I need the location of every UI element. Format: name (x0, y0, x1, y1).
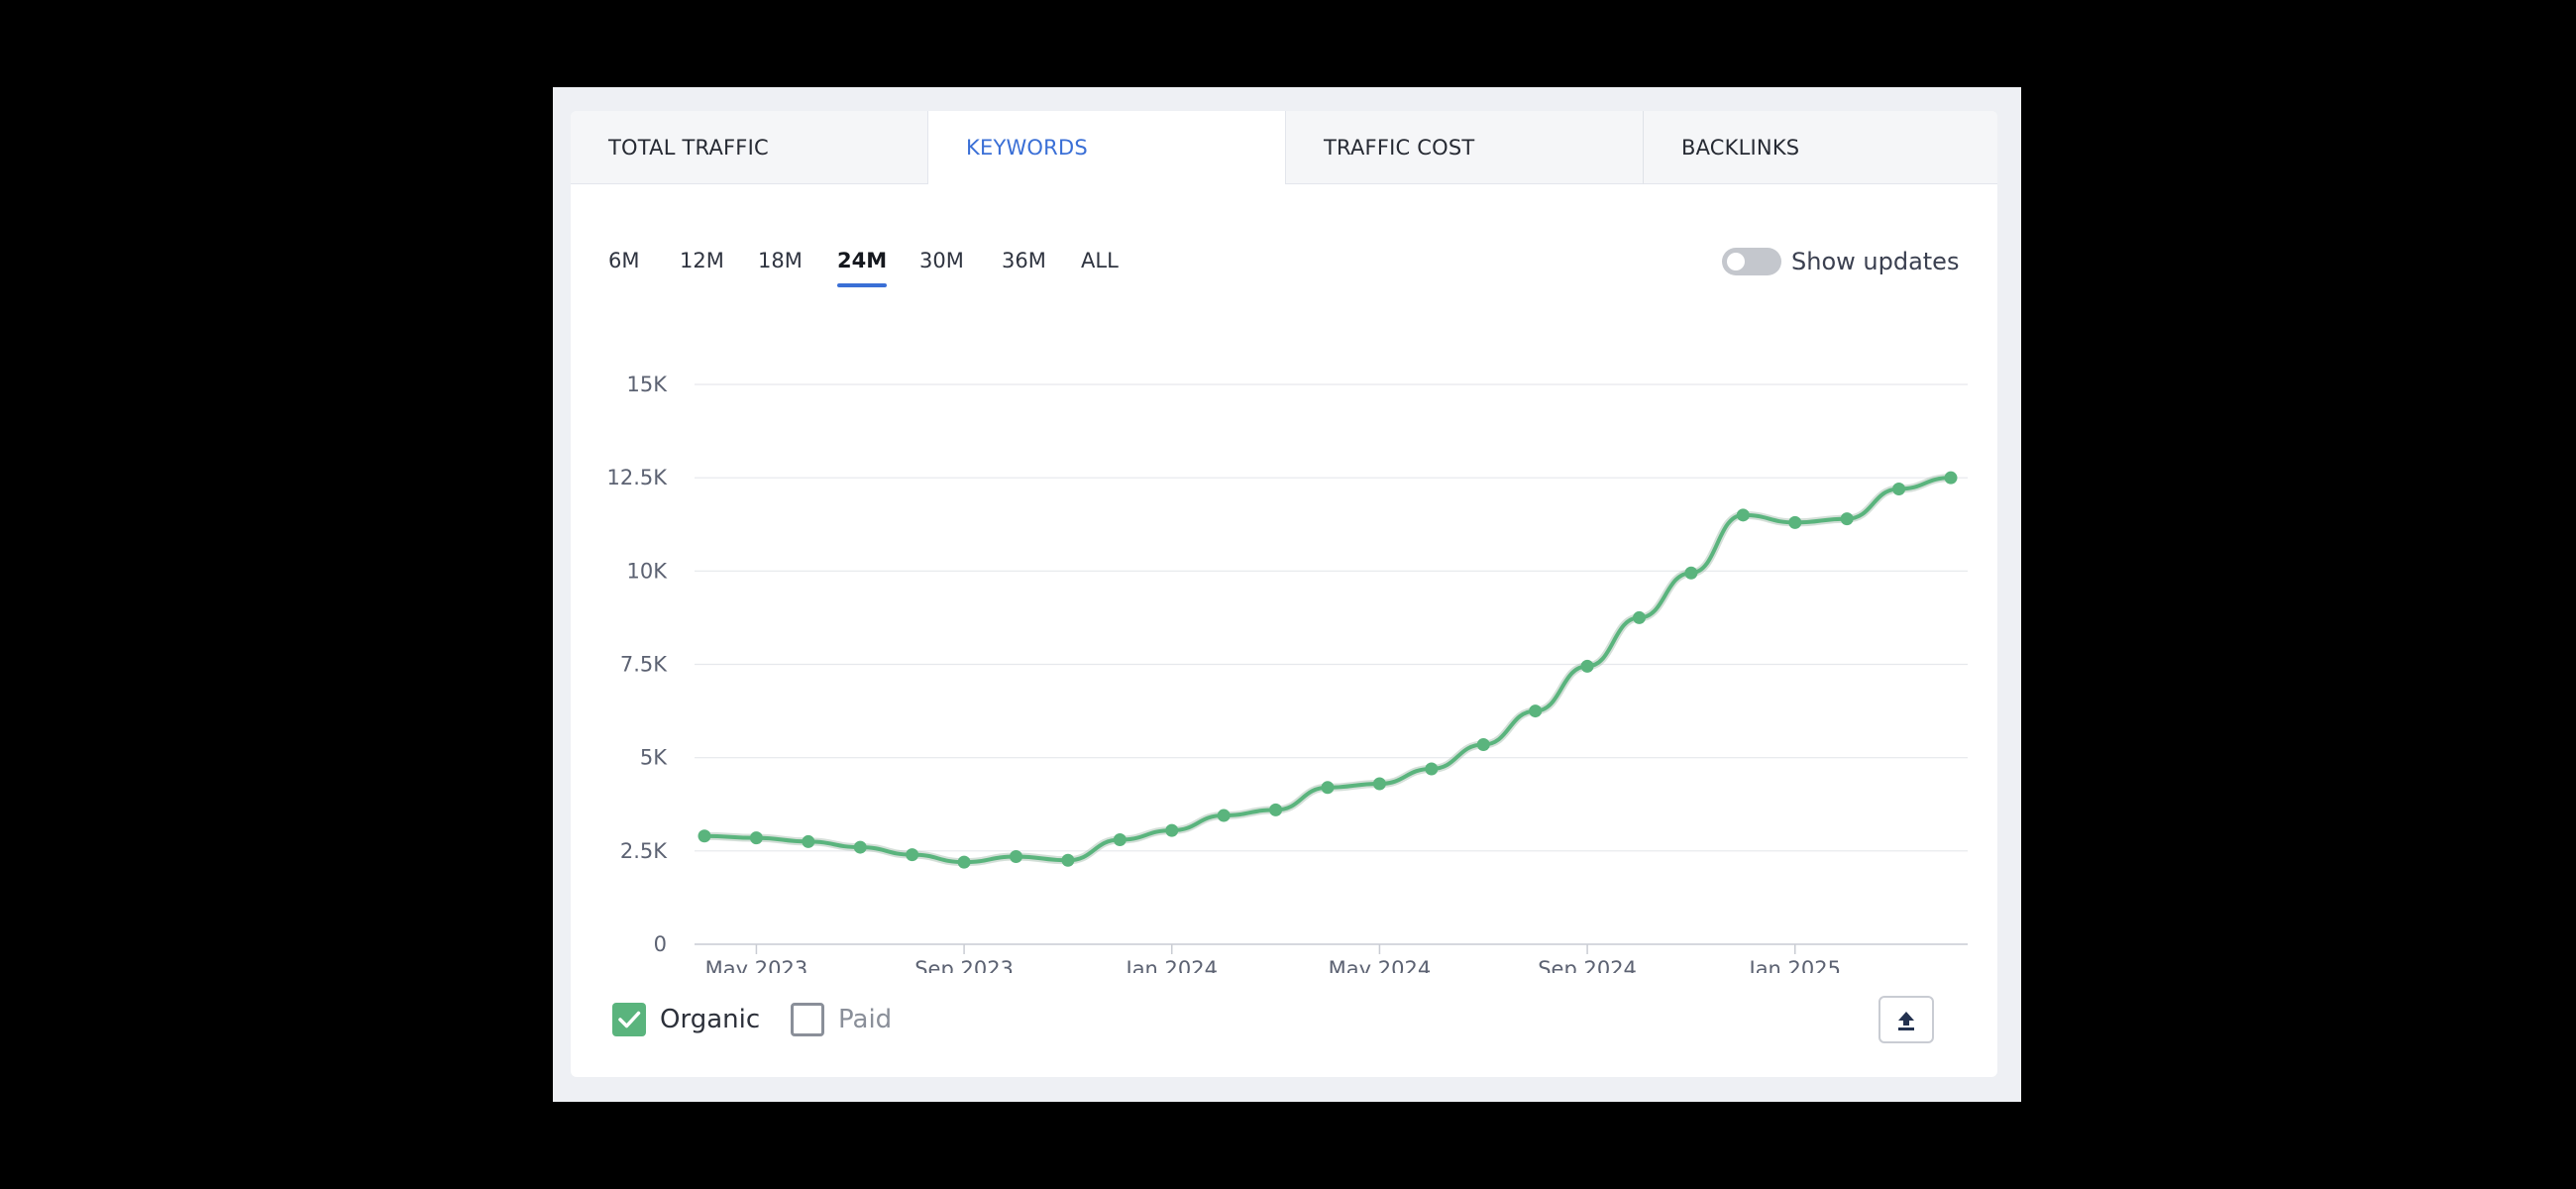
y-tick-label: 12.5K (606, 466, 668, 489)
data-point (1840, 512, 1854, 526)
y-tick-label: 0 (654, 932, 667, 956)
tab-traffic-cost[interactable]: TRAFFIC COST (1286, 111, 1643, 184)
tab-backlinks[interactable]: BACKLINKS (1643, 111, 1997, 184)
x-tick-label: Jan 2024 (1125, 957, 1219, 973)
data-point (1944, 471, 1958, 485)
export-upload-icon (1898, 1012, 1914, 1030)
data-point (957, 855, 971, 869)
data-point (1736, 508, 1750, 522)
series-line-shadow (700, 474, 1955, 867)
data-point (1788, 515, 1802, 529)
y-axis: 0 2.5K 5K 7.5K 10K 12.5K 15K (606, 373, 668, 956)
metric-tabs: TOTAL TRAFFIC KEYWORDS TRAFFIC COST BACK… (571, 111, 1997, 186)
data-point (906, 848, 919, 862)
series-line (702, 476, 1953, 865)
chart-card: TOTAL TRAFFIC KEYWORDS TRAFFIC COST BACK… (571, 111, 1997, 1077)
period-all[interactable]: ALL (1081, 249, 1119, 272)
export-button[interactable] (1878, 996, 1934, 1043)
x-tick-label: Jan 2025 (1748, 957, 1842, 973)
legend-organic[interactable]: Organic (612, 1000, 761, 1039)
data-point (1580, 659, 1594, 673)
data-point (1061, 853, 1075, 867)
toggle-knob (1727, 253, 1745, 270)
period-12m[interactable]: 12M (680, 249, 724, 272)
data-point (1165, 823, 1179, 837)
data-point (1684, 566, 1698, 580)
period-36m[interactable]: 36M (1002, 249, 1046, 272)
data-point (1010, 849, 1022, 863)
keywords-chart: 0 2.5K 5K 7.5K 10K 12.5K 15K May 2023 Sep 2023 J… (606, 373, 1968, 973)
data-point (698, 829, 711, 843)
tab-keywords[interactable]: KEYWORDS (927, 111, 1286, 184)
organic-label: Organic (660, 1005, 761, 1034)
paid-checkbox[interactable] (791, 1003, 824, 1036)
x-axis: May 2023 Sep 2023 Jan 2024 May 2024 Sep 2024… (705, 944, 1841, 973)
data-point (1217, 809, 1231, 822)
data-point (1425, 762, 1439, 776)
x-tick-label: May 2023 (705, 957, 808, 973)
y-tick-label: 10K (627, 559, 669, 583)
organic-series (698, 471, 1958, 869)
data-point (1476, 737, 1490, 751)
tab-total-traffic[interactable]: TOTAL TRAFFIC (571, 111, 927, 184)
data-point (1372, 777, 1386, 791)
legend-paid[interactable]: Paid (791, 1000, 910, 1039)
widget-frame: TOTAL TRAFFIC KEYWORDS TRAFFIC COST BACK… (553, 87, 2021, 1102)
chart-grid (695, 383, 1968, 945)
checkmark-icon (618, 1011, 641, 1028)
period-18m[interactable]: 18M (758, 249, 803, 272)
x-tick-label: Sep 2024 (1538, 957, 1637, 973)
organic-checkbox[interactable] (612, 1003, 646, 1036)
x-tick-label: May 2024 (1329, 957, 1432, 973)
data-point (1113, 833, 1127, 847)
y-tick-label: 5K (640, 746, 668, 770)
data-point (1529, 704, 1543, 718)
show-updates-toggle[interactable] (1722, 248, 1781, 275)
y-tick-label: 2.5K (620, 839, 668, 863)
show-updates-control: Show updates (1722, 244, 1960, 277)
data-point (1892, 482, 1906, 495)
period-30m[interactable]: 30M (919, 249, 964, 272)
x-tick-label: Sep 2023 (914, 957, 1014, 973)
data-point (1321, 781, 1335, 795)
data-point (1633, 610, 1646, 624)
period-6m[interactable]: 6M (608, 249, 640, 272)
y-tick-label: 15K (627, 373, 669, 396)
period-24m[interactable]: 24M (837, 244, 888, 289)
paid-label: Paid (838, 1005, 893, 1034)
data-point (749, 831, 763, 845)
data-point (802, 834, 815, 848)
show-updates-label: Show updates (1791, 248, 1960, 275)
y-tick-label: 7.5K (620, 653, 668, 677)
data-point (1269, 803, 1283, 816)
data-point (853, 840, 867, 854)
